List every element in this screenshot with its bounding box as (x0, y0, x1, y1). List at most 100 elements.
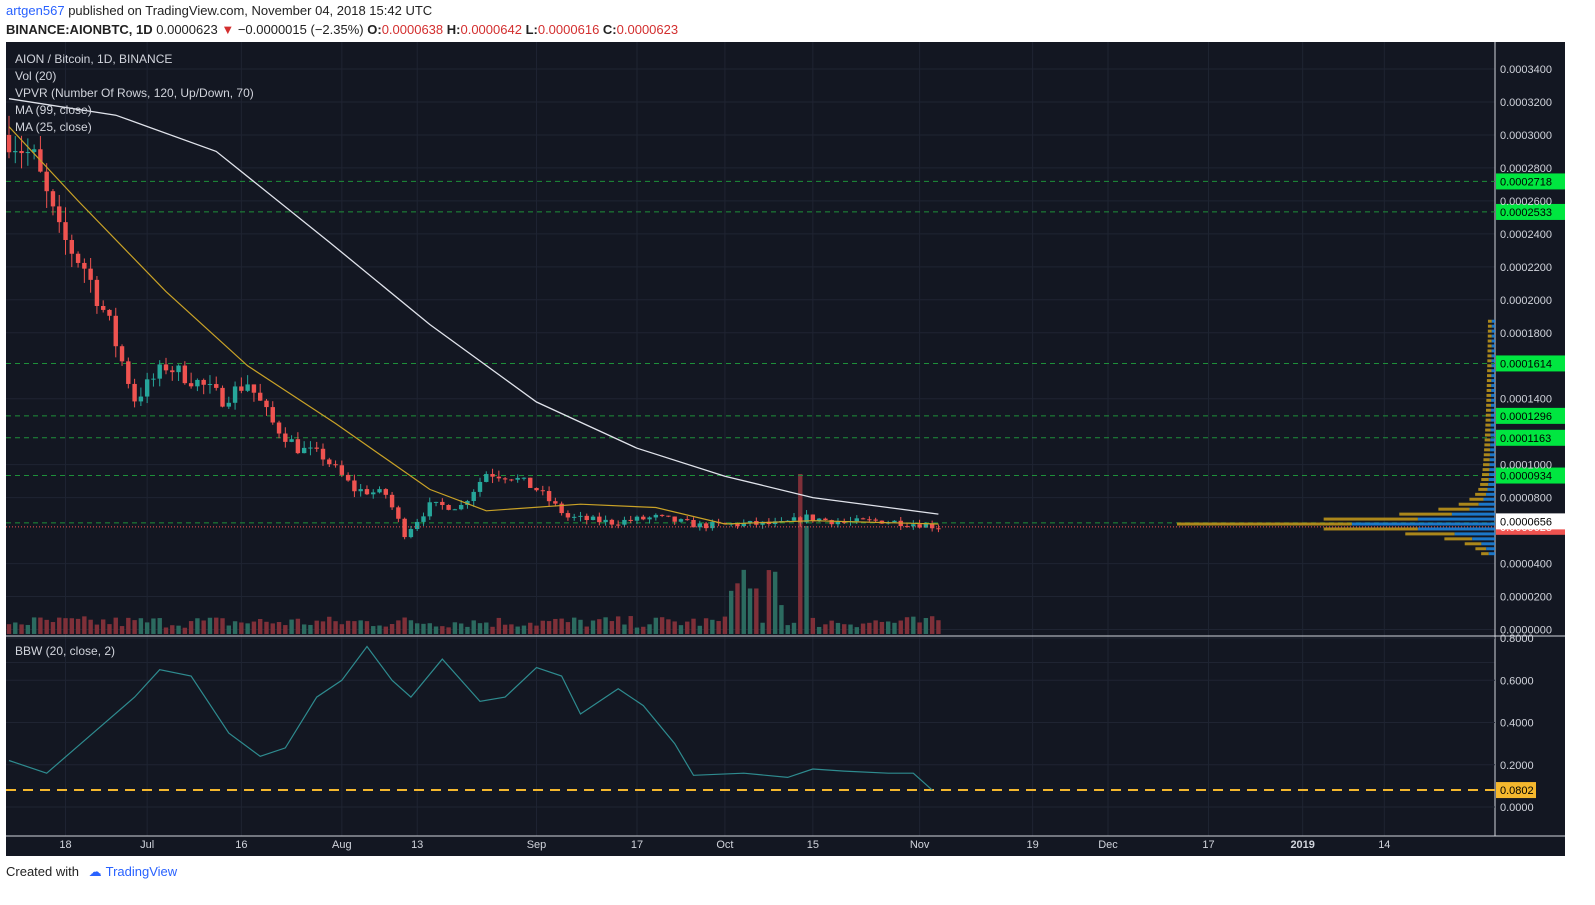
level-label-bg (1496, 467, 1565, 484)
volume-bar (892, 622, 897, 634)
vpvr-bar-down (1484, 438, 1491, 442)
candle-body (88, 268, 93, 280)
open-label: O: (367, 22, 382, 37)
chart-area[interactable]: 0.0002718 0.0002533 0.0001614 0.0001296 0.00… (6, 42, 1565, 856)
candle-body (477, 481, 483, 492)
volume-bar (339, 624, 345, 634)
candle-body (572, 516, 577, 518)
candle-body (641, 516, 646, 520)
chart-svg[interactable]: 0.0002718 0.0002533 0.0001614 0.0001296 0.00… (6, 42, 1565, 856)
price-tick-label: 0.0003200 (1500, 97, 1552, 109)
volume-bar (19, 624, 24, 634)
candle-body (144, 379, 150, 397)
candle-body (163, 364, 169, 371)
vpvr-bar-down (1487, 354, 1492, 358)
volume-bar (854, 627, 859, 634)
vpvr-bar-up (1489, 453, 1495, 457)
symbol-label: BINANCE:AIONBTC, 1D (6, 22, 153, 37)
bbw-level-label: 0.0802 (1500, 785, 1534, 797)
volume-bar (678, 625, 684, 634)
vpvr-bar-down (1485, 418, 1491, 422)
candle-body (264, 400, 269, 408)
volume-bar (823, 624, 828, 634)
chart-background (6, 42, 1565, 856)
volume-bar (101, 619, 106, 634)
volume-bar (195, 618, 200, 634)
volume-bar (107, 624, 112, 634)
volume-bar (936, 620, 941, 634)
low-label: L: (525, 22, 538, 37)
publish-text: published on TradingView.com, November 0… (68, 3, 433, 18)
candle-body (339, 465, 345, 475)
vpvr-bar-down (1485, 408, 1491, 412)
candle-body (584, 515, 589, 521)
candle-body (528, 477, 533, 488)
candle-body (239, 386, 244, 391)
candle-body (427, 502, 432, 517)
volume-bar (816, 626, 822, 634)
volume-bar (741, 569, 746, 634)
volume-bar (188, 621, 194, 634)
vpvr-bar-up (1490, 448, 1495, 452)
vpvr-bar-down (1486, 403, 1492, 407)
candle-body (867, 519, 872, 521)
ma99-price-label: 0.0000656 (1500, 516, 1552, 528)
volume-bar (848, 624, 853, 634)
volume-bar (377, 625, 382, 634)
volume-bar (427, 623, 432, 634)
legend-bbw: BBW (20, close, 2) (15, 644, 116, 658)
candle-body (151, 378, 156, 380)
volume-bar (829, 620, 834, 634)
candle-body (421, 516, 426, 522)
volume-bar (38, 617, 43, 634)
tradingview-logo-icon[interactable]: ☁ (88, 864, 102, 879)
volume-bar (584, 626, 589, 634)
level-label-bg (1496, 429, 1565, 446)
price-tick-label: 0.0001400 (1500, 394, 1552, 406)
candle-body (345, 474, 351, 481)
candle-body (829, 520, 834, 525)
candle-body (509, 479, 514, 481)
price-tick-label: 0.0003400 (1500, 64, 1552, 76)
candle-body (911, 524, 916, 527)
candle-body (578, 515, 583, 517)
candle-body (553, 501, 558, 504)
price-tick-label: 0.0001800 (1500, 328, 1552, 340)
ma25-line (8, 126, 939, 525)
candle-body (132, 383, 137, 402)
author-link[interactable]: artgen567 (6, 3, 65, 18)
vpvr-bar-down (1475, 492, 1487, 496)
vpvr-bar-down (1438, 507, 1470, 511)
volume-bar (703, 618, 709, 634)
candle-body (659, 514, 665, 516)
candle-body (615, 524, 621, 526)
vpvr-bar-up (1491, 393, 1495, 397)
tradingview-link[interactable]: TradingView (105, 864, 178, 879)
legend-ma99: MA (99, close) (15, 103, 92, 117)
vpvr-bar-up (1491, 384, 1495, 388)
candle-body (603, 519, 608, 523)
price-tick-label: 0.0002400 (1500, 229, 1552, 241)
candle-body (358, 489, 363, 492)
volume-bar (697, 625, 702, 634)
volume-bar (75, 618, 81, 634)
vpvr-bar-up (1487, 487, 1495, 491)
volume-bar (534, 625, 539, 634)
candle-body (44, 171, 49, 192)
volume-bar (214, 617, 219, 634)
candle-body (634, 516, 640, 521)
volume-bar (50, 622, 56, 634)
volume-bar (358, 620, 363, 634)
vpvr-bar-up (1489, 458, 1495, 462)
candle-body (107, 309, 112, 316)
vpvr-bar-down (1486, 384, 1492, 388)
vpvr-bar-up (1489, 468, 1495, 472)
volume-bar (113, 617, 118, 634)
volume-bar (867, 622, 872, 634)
volume-bar (672, 621, 677, 634)
candle-body (622, 519, 627, 525)
volume-bar (603, 617, 608, 634)
volume-bar (509, 624, 514, 634)
candle-body (904, 526, 910, 528)
vpvr-bar-up (1491, 359, 1495, 363)
